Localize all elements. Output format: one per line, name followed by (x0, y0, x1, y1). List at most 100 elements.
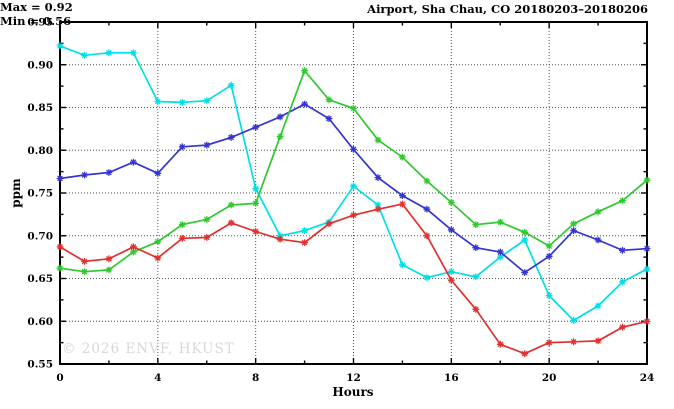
asterisk-marker (423, 274, 431, 282)
series-line-green (56, 67, 651, 276)
asterisk-marker (423, 205, 431, 213)
asterisk-marker (545, 292, 553, 300)
asterisk-marker (545, 339, 553, 347)
asterisk-marker (301, 227, 309, 235)
asterisk-marker (325, 220, 333, 228)
asterisk-marker (447, 276, 455, 284)
asterisk-marker (594, 236, 602, 244)
asterisk-marker (129, 243, 137, 251)
asterisk-marker (398, 261, 406, 269)
asterisk-marker (227, 201, 235, 209)
asterisk-marker (496, 253, 504, 261)
x-tick-label: 24 (640, 372, 655, 384)
asterisk-marker (56, 243, 64, 251)
asterisk-marker (81, 268, 88, 276)
asterisk-marker (105, 49, 113, 57)
asterisk-marker (619, 323, 626, 331)
y-axis-title: ppm (9, 178, 23, 208)
stat-min: Min = 0.56 (0, 14, 72, 28)
asterisk-marker (570, 220, 577, 228)
asterisk-marker (105, 169, 113, 176)
x-tick-label: 4 (154, 372, 161, 384)
asterisk-marker (594, 337, 602, 345)
asterisk-marker (472, 273, 480, 281)
x-tick-label: 12 (346, 372, 361, 384)
asterisk-marker (301, 239, 309, 247)
x-tick-label: 20 (542, 372, 557, 384)
asterisk-marker (374, 205, 382, 213)
asterisk-marker (350, 182, 357, 190)
asterisk-marker (447, 226, 455, 234)
asterisk-marker (325, 115, 333, 122)
asterisk-marker (227, 219, 235, 227)
asterisk-marker (105, 255, 113, 263)
asterisk-marker (129, 49, 137, 57)
asterisk-marker (252, 123, 260, 131)
asterisk-marker (374, 136, 382, 144)
asterisk-marker (398, 192, 406, 200)
asterisk-marker (521, 269, 529, 276)
asterisk-marker (154, 254, 162, 262)
asterisk-marker (227, 133, 235, 141)
x-tick-label: 0 (56, 372, 63, 384)
asterisk-marker (472, 305, 480, 313)
asterisk-marker (496, 248, 504, 256)
gridlines (60, 22, 647, 364)
asterisk-marker (447, 268, 455, 276)
asterisk-marker (350, 211, 357, 219)
x-axis-title: Hours (332, 385, 374, 399)
asterisk-marker (178, 221, 186, 229)
asterisk-marker (203, 141, 211, 149)
plot-border (59, 21, 648, 365)
asterisk-marker (472, 244, 480, 252)
series-line-cyan (56, 42, 651, 324)
asterisk-marker (276, 133, 284, 141)
asterisk-marker (594, 302, 602, 310)
asterisk-marker (325, 96, 333, 104)
y-tick-label: 0.95 (27, 17, 53, 29)
asterisk-marker (178, 143, 186, 151)
asterisk-marker (203, 216, 211, 223)
y-tick-label: 0.60 (27, 316, 53, 328)
asterisk-marker (276, 235, 284, 243)
y-tick-label: 0.80 (27, 145, 53, 157)
asterisk-marker (619, 246, 626, 254)
asterisk-marker (570, 227, 577, 235)
asterisk-marker (398, 153, 406, 161)
y-tick-label: 0.75 (27, 188, 53, 200)
asterisk-marker (423, 177, 431, 185)
asterisk-marker (178, 99, 186, 106)
chart-title: Airport, Sha Chau, CO 20180203–20180206 (367, 2, 648, 16)
asterisk-marker (374, 174, 382, 182)
asterisk-marker (398, 200, 406, 208)
asterisk-marker (301, 100, 309, 108)
asterisk-marker (56, 175, 64, 182)
x-tick-label: 8 (252, 372, 259, 384)
asterisk-marker (252, 228, 260, 235)
asterisk-marker (521, 228, 529, 236)
asterisk-marker (619, 197, 626, 205)
y-tick-label: 0.70 (27, 230, 53, 242)
data-series (56, 42, 651, 358)
asterisk-marker (350, 105, 357, 112)
asterisk-marker (423, 232, 431, 240)
asterisk-marker (496, 340, 504, 348)
asterisk-marker (81, 51, 88, 59)
asterisk-marker (350, 145, 357, 153)
y-tick-label: 0.85 (27, 102, 53, 114)
asterisk-marker (472, 221, 480, 229)
asterisk-marker (545, 252, 553, 260)
asterisk-marker (227, 81, 235, 89)
asterisk-marker (643, 245, 651, 253)
asterisk-marker (594, 208, 602, 216)
asterisk-marker (643, 176, 651, 184)
asterisk-marker (154, 169, 162, 177)
asterisk-marker (545, 242, 553, 250)
asterisk-marker (203, 97, 211, 105)
asterisk-marker (81, 257, 88, 265)
asterisk-marker (301, 67, 309, 75)
asterisk-marker (203, 234, 211, 241)
asterisk-marker (154, 238, 162, 246)
asterisk-marker (105, 266, 113, 274)
